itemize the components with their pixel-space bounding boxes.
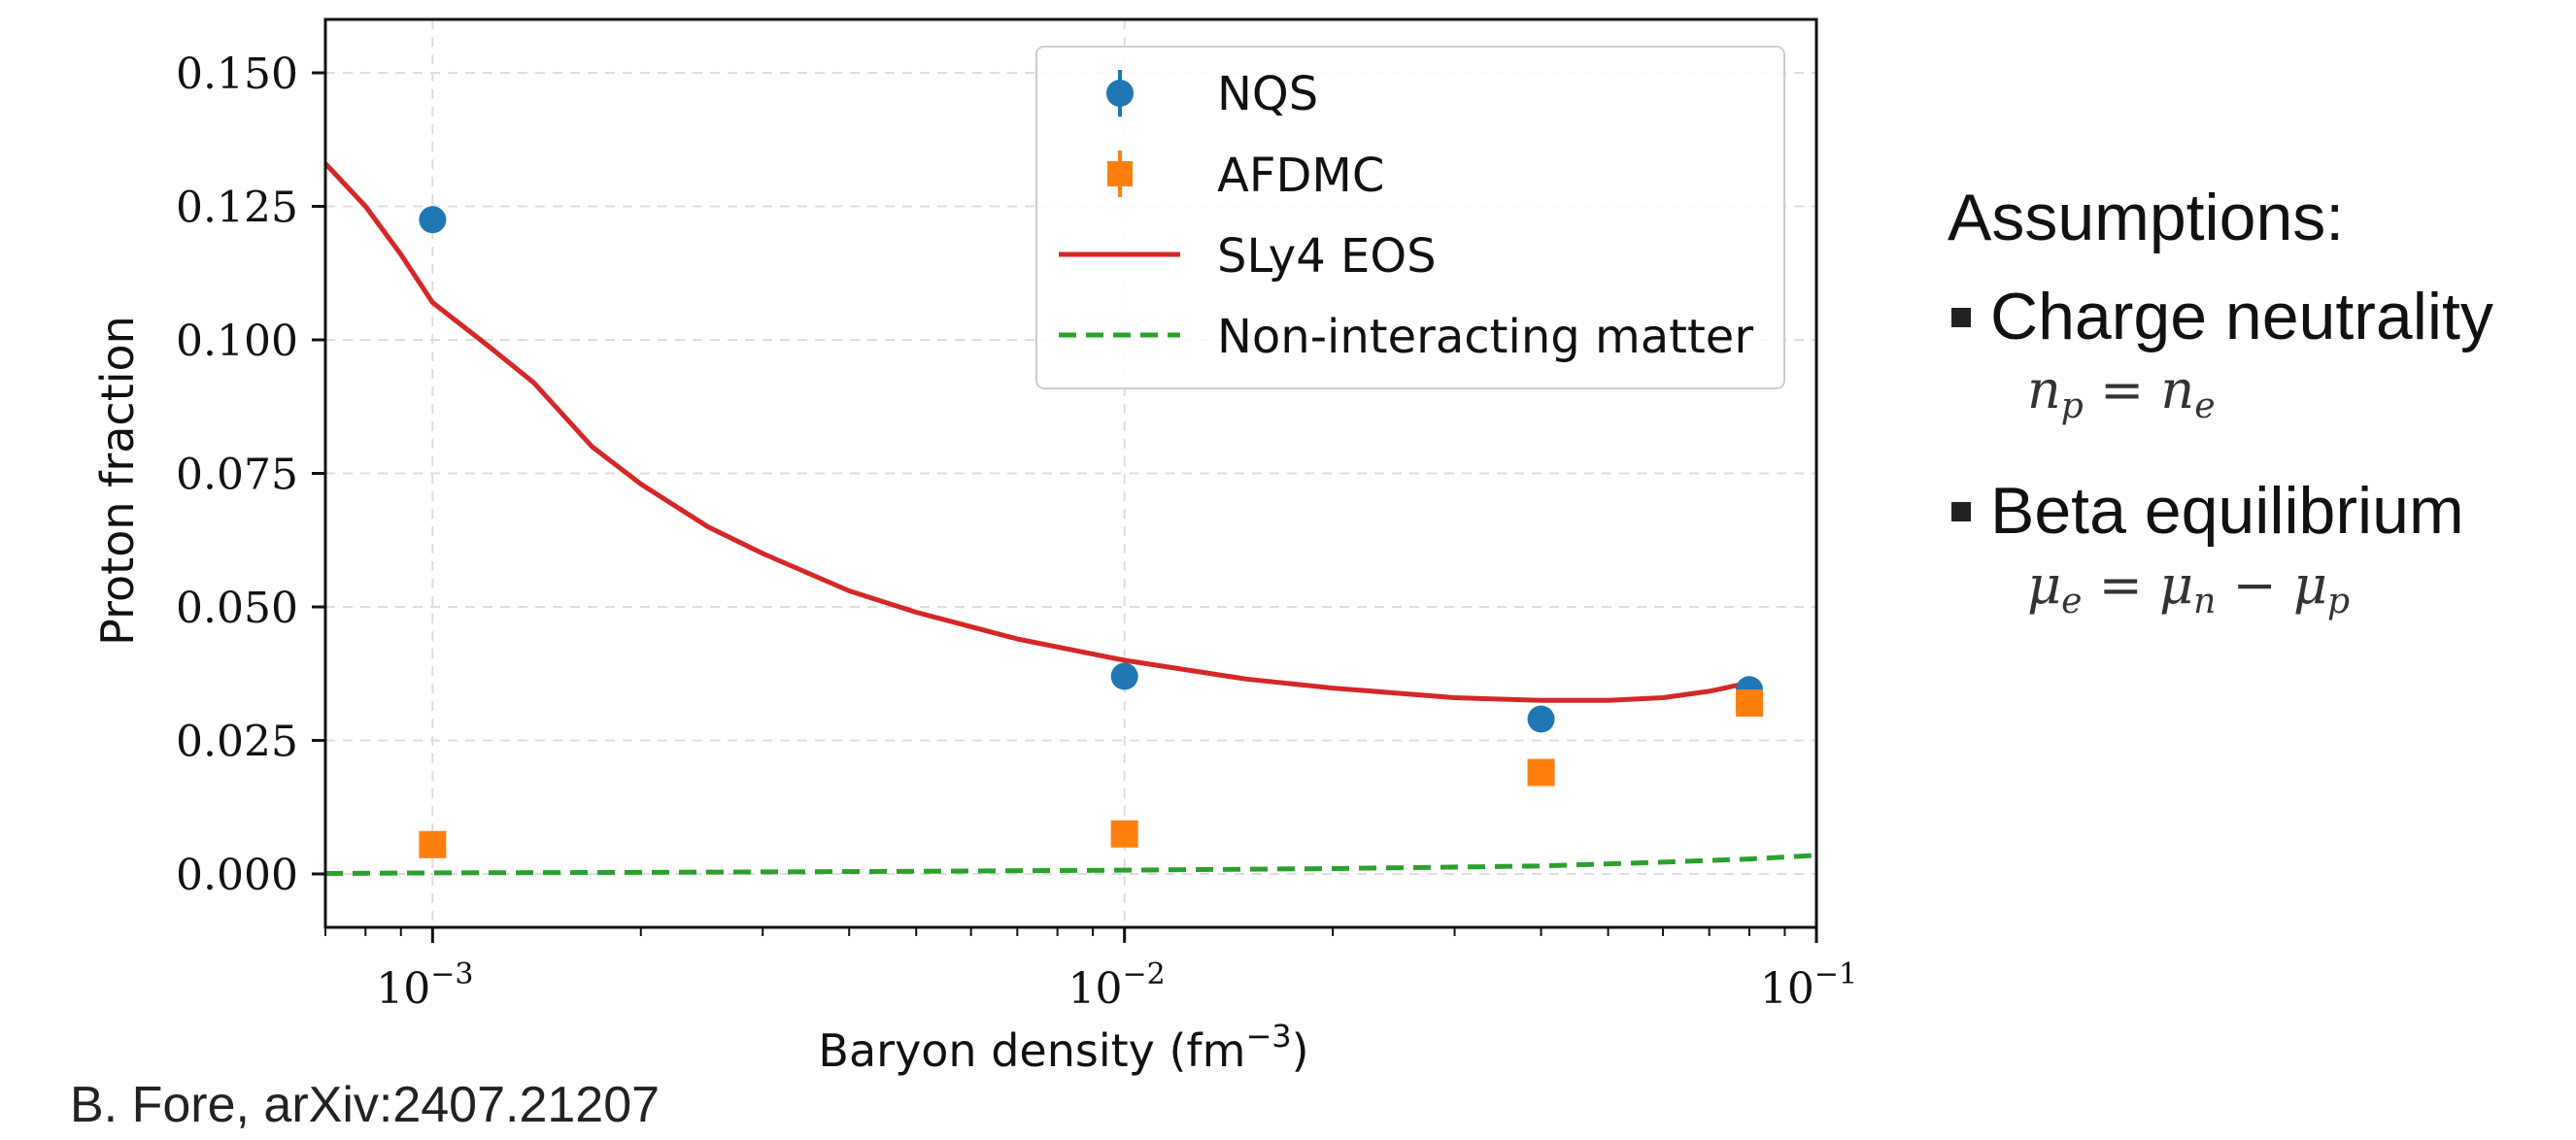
x-tick-label: 10−3 xyxy=(376,957,473,1014)
x-axis-label-exponent: −3 xyxy=(1245,1018,1291,1055)
legend: NQS AFDMC SLy4 EOS Non-interacting matte… xyxy=(1035,46,1785,389)
bullet-icon xyxy=(1951,307,1971,327)
x-axis-label-text: Baryon density (fm xyxy=(818,1024,1245,1077)
afdmc-point xyxy=(1110,820,1138,848)
series-layer xyxy=(325,161,1816,876)
y-axis-label: Proton fraction xyxy=(91,316,144,646)
legend-entry-afdmc: AFDMC xyxy=(1107,149,1384,203)
legend-entry-sly4: SLy4 EOS xyxy=(1059,229,1437,284)
legend-label-sly4: SLy4 EOS xyxy=(1217,229,1437,284)
y-tick-label: 0.050 xyxy=(176,584,298,633)
afdmc-point xyxy=(419,830,447,858)
afdmc-point xyxy=(1735,689,1763,717)
legend-afdmc-marker xyxy=(1107,161,1133,186)
legend-box xyxy=(1035,46,1785,389)
axis-ticks: 0.000 0.025 0.050 0.075 0.100 0.125 0.150 10−3 1… xyxy=(176,50,1857,1014)
assumptions-title: Assumptions: xyxy=(1948,181,2345,254)
bullet-icon xyxy=(1951,502,1971,522)
y-tick-label: 0.125 xyxy=(176,184,298,233)
legend-entry-nqs: NQS xyxy=(1106,67,1318,121)
series-line-sly4-eos xyxy=(325,161,1750,703)
legend-label-nqs: NQS xyxy=(1217,67,1318,121)
legend-nqs-marker xyxy=(1106,80,1134,107)
beta-equilibrium-formula: μe = μn − μp xyxy=(2027,553,2350,621)
x-axis-label-close: ) xyxy=(1292,1024,1309,1077)
y-tick-label: 0.100 xyxy=(176,317,298,366)
x-axis-label: Baryon density (fm−3) xyxy=(818,1018,1308,1077)
assumption-label: Beta equilibrium xyxy=(1990,474,2464,549)
citation: B. Fore, arXiv:2407.21207 xyxy=(70,1077,661,1133)
nqs-point xyxy=(419,206,447,234)
assumption-item-beta-equilibrium: Beta equilibrium xyxy=(1948,474,2569,549)
charge-neutrality-formula: np = ne xyxy=(2027,359,2216,427)
y-tick-label: 0.025 xyxy=(176,718,298,767)
assumption-item-charge-neutrality: Charge neutrality xyxy=(1948,280,2569,353)
y-tick-label: 0.000 xyxy=(176,851,298,900)
x-tick-label: 10−2 xyxy=(1068,957,1166,1014)
assumptions-panel: Assumptions: Charge neutrality np = ne B… xyxy=(1948,180,2569,621)
assumption-label: Charge neutrality xyxy=(1990,280,2493,353)
legend-entry-noninteracting: Non-interacting matter xyxy=(1059,310,1753,364)
y-tick-label: 0.150 xyxy=(176,50,298,99)
series-line-non-interacting-matter xyxy=(325,853,1816,876)
nqs-point xyxy=(1110,662,1138,690)
nqs-point xyxy=(1527,705,1555,733)
legend-label-afdmc: AFDMC xyxy=(1217,149,1384,203)
x-tick-label: 10−1 xyxy=(1760,957,1857,1014)
y-tick-label: 0.075 xyxy=(176,451,298,500)
legend-label-noninteracting: Non-interacting matter xyxy=(1217,310,1753,364)
afdmc-point xyxy=(1527,758,1555,787)
